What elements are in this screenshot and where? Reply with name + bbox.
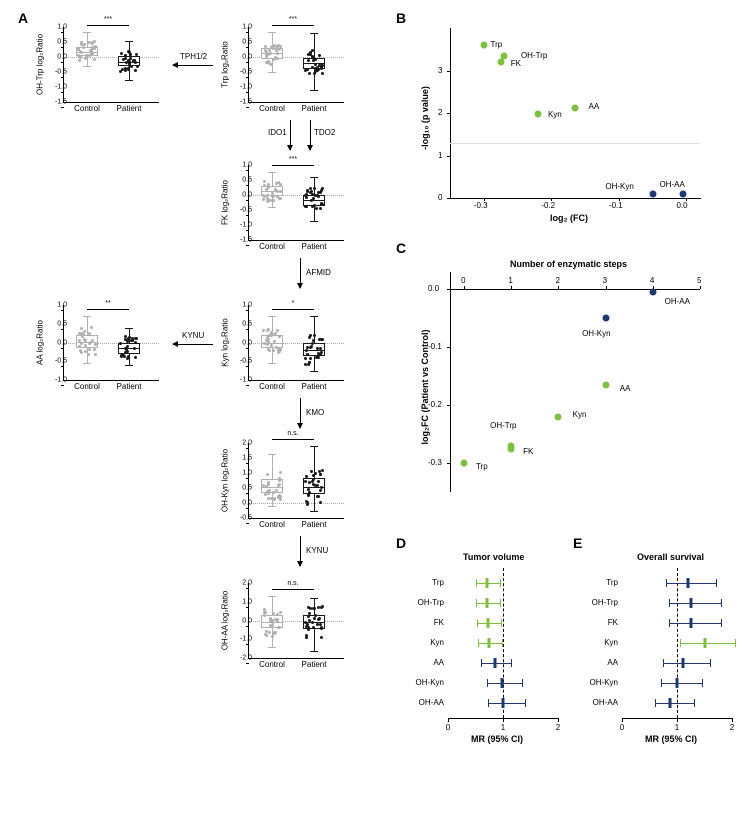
panel-label-D: D [396,535,406,551]
boxplot-OH-Trp log₂Ratio: -1.5-1.0-0.50.00.51.0OH-Trp log₂RatioCon… [35,22,165,117]
boxplot-AA log₂Ratio: -1.0-0.50.00.51.0AA log₂RatioControlPati… [35,300,165,395]
panel-label-E: E [573,535,582,551]
boxplot-OH-Kyn log₂Ratio: -0.50.00.51.01.52.0OH-Kyn log₂RatioContr… [220,438,350,533]
panel-label-B: B [396,10,406,26]
figure-root: A B C D E -1.5-1.0-0.50.00.51.0OH-Trp lo… [10,10,744,821]
panel-label-C: C [396,240,406,256]
boxplot-OH-AA log₂Ratio: -2.0-1.00.01.02.0OH-AA log₂RatioControlP… [220,578,350,673]
boxplot-Kyn log₂Ratio: -1.0-0.50.00.51.0Kyn log₂RatioControlPat… [220,300,350,395]
panel-label-A: A [18,10,28,26]
boxplot-Trp log₂Ratio: -1.5-1.0-0.50.00.51.0Trp log₂RatioContro… [220,22,350,117]
boxplot-FK log₂Ratio: -1.5-1.0-0.50.00.51.0FK log₂RatioControl… [220,160,350,255]
